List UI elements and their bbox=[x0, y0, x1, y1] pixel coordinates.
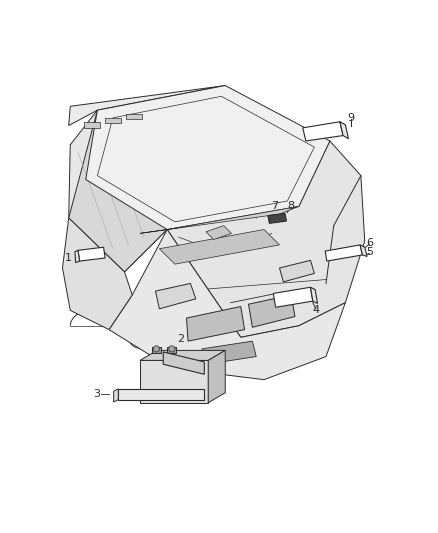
Polygon shape bbox=[140, 350, 225, 360]
Polygon shape bbox=[69, 85, 225, 126]
Text: 4: 4 bbox=[312, 305, 319, 316]
Bar bbox=[152, 346, 161, 353]
Text: 9: 9 bbox=[347, 113, 354, 123]
Bar bbox=[84, 123, 100, 128]
Bar bbox=[105, 118, 120, 123]
Polygon shape bbox=[86, 85, 330, 230]
Polygon shape bbox=[268, 213, 286, 223]
Circle shape bbox=[153, 346, 159, 352]
Polygon shape bbox=[167, 141, 365, 337]
Polygon shape bbox=[187, 306, 245, 341]
Text: 2: 2 bbox=[177, 334, 184, 344]
Text: 7: 7 bbox=[271, 200, 279, 211]
Bar bbox=[126, 114, 141, 119]
Polygon shape bbox=[159, 230, 279, 264]
Polygon shape bbox=[75, 251, 80, 263]
Polygon shape bbox=[360, 245, 367, 256]
Text: 8: 8 bbox=[288, 200, 295, 211]
Text: 3: 3 bbox=[93, 389, 100, 399]
Polygon shape bbox=[202, 341, 256, 364]
Text: 5: 5 bbox=[366, 247, 373, 257]
Bar bbox=[167, 346, 177, 353]
Polygon shape bbox=[78, 247, 105, 261]
Text: 6: 6 bbox=[366, 238, 373, 248]
Polygon shape bbox=[279, 260, 314, 282]
Polygon shape bbox=[206, 225, 231, 239]
Polygon shape bbox=[140, 206, 299, 233]
Polygon shape bbox=[140, 360, 208, 403]
Polygon shape bbox=[69, 110, 167, 272]
Polygon shape bbox=[109, 230, 346, 379]
Polygon shape bbox=[311, 287, 318, 303]
Polygon shape bbox=[273, 287, 313, 308]
Polygon shape bbox=[118, 389, 204, 400]
Polygon shape bbox=[69, 110, 167, 272]
Polygon shape bbox=[208, 350, 225, 403]
Polygon shape bbox=[248, 295, 295, 327]
Polygon shape bbox=[163, 352, 204, 374]
Polygon shape bbox=[113, 389, 118, 402]
Polygon shape bbox=[325, 245, 362, 261]
Polygon shape bbox=[63, 218, 132, 329]
Polygon shape bbox=[155, 284, 196, 309]
Polygon shape bbox=[303, 122, 343, 141]
Text: 1: 1 bbox=[64, 253, 71, 263]
Circle shape bbox=[169, 346, 175, 352]
Polygon shape bbox=[340, 122, 349, 139]
